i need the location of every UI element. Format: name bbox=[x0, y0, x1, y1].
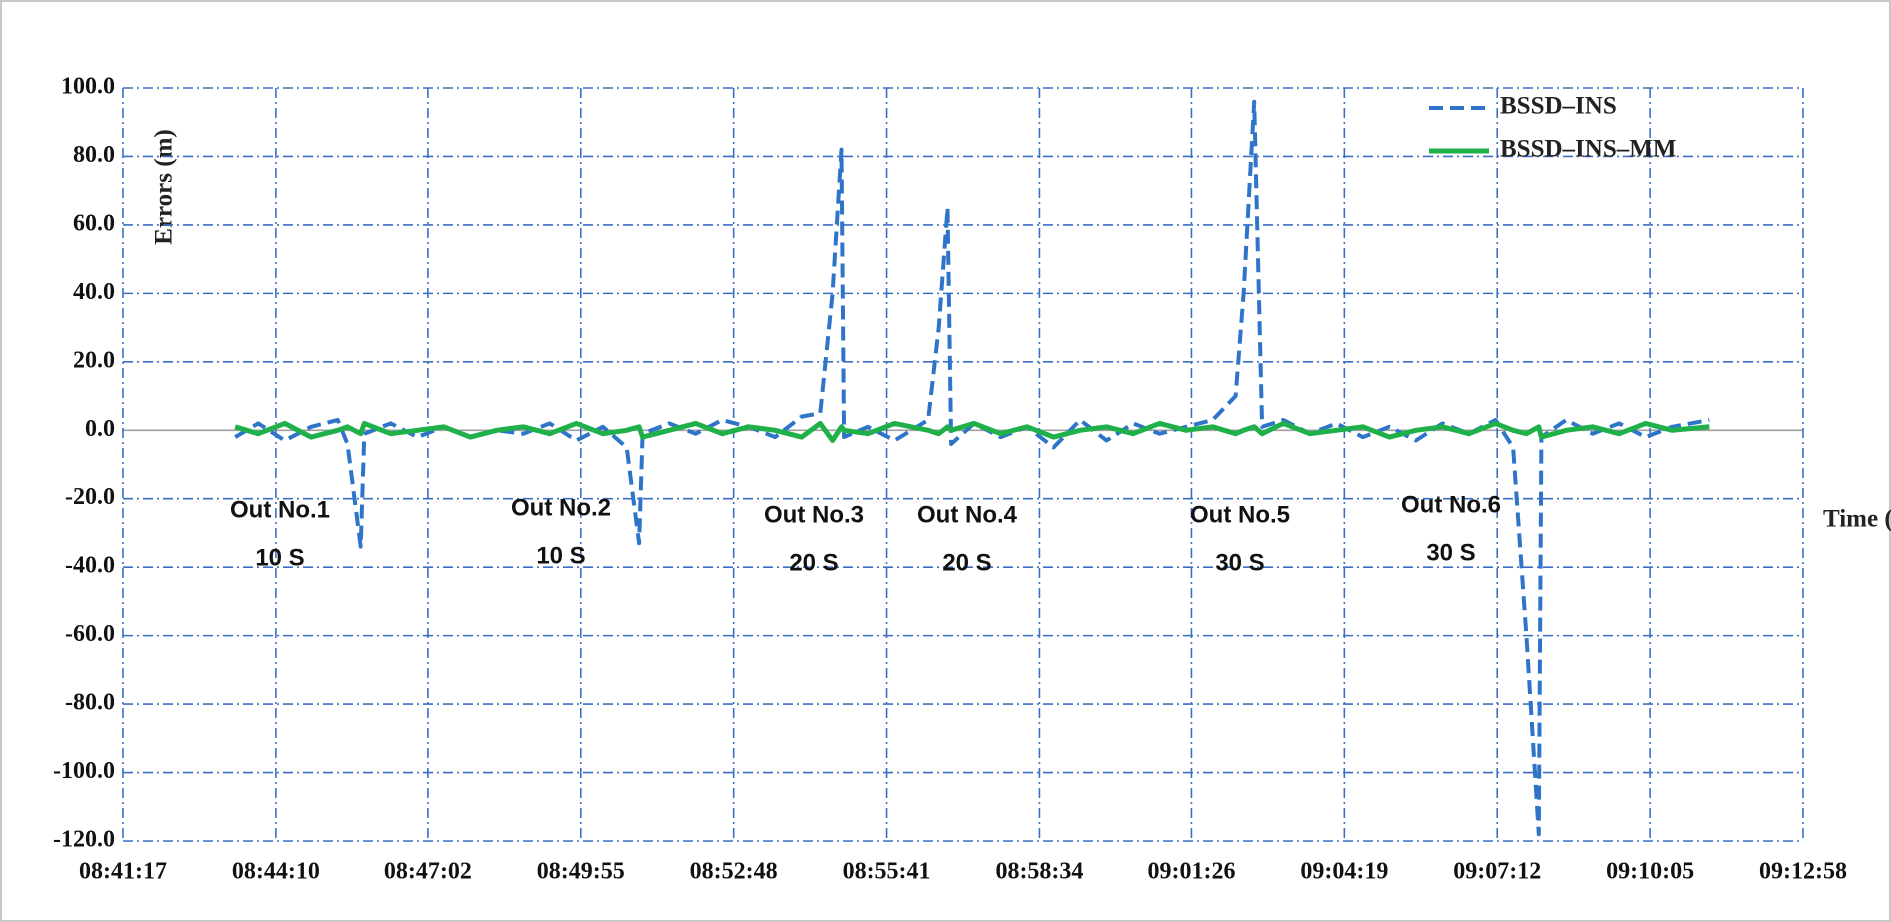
y-tick-label: 20.0 bbox=[73, 347, 115, 373]
annotation-duration: 10 S bbox=[536, 542, 585, 569]
y-tick-label: -100.0 bbox=[53, 758, 115, 784]
annotation-label: Out No.4 bbox=[917, 501, 1018, 528]
x-tick-label: 09:10:05 bbox=[1606, 859, 1694, 885]
x-tick-label: 08:52:48 bbox=[690, 859, 778, 885]
annotation-label: Out No.3 bbox=[764, 501, 864, 528]
annotation-label: Out No.6 bbox=[1401, 491, 1501, 518]
annotation-duration: 30 S bbox=[1426, 539, 1475, 566]
y-tick-label: -80.0 bbox=[65, 690, 115, 716]
legend-label: BSSD–INS–MM bbox=[1500, 136, 1676, 163]
legend-label: BSSD–INS bbox=[1500, 93, 1617, 120]
x-tick-label: 08:55:41 bbox=[843, 859, 931, 885]
annotation-duration: 20 S bbox=[942, 549, 991, 576]
x-tick-label: 08:47:02 bbox=[384, 859, 472, 885]
annotation-duration: 20 S bbox=[789, 549, 838, 576]
x-tick-label: 08:49:55 bbox=[537, 859, 625, 885]
annotation-duration: 10 S bbox=[255, 544, 304, 571]
x-tick-label: 08:44:10 bbox=[232, 859, 320, 885]
y-tick-label: -60.0 bbox=[65, 621, 115, 647]
x-tick-label: 09:12:58 bbox=[1759, 859, 1847, 885]
y-tick-label: -120.0 bbox=[53, 827, 115, 853]
series-line bbox=[234, 420, 1710, 443]
x-axis-label: Time (hh:mm:ss) bbox=[1823, 506, 1891, 533]
x-tick-label: 09:04:19 bbox=[1300, 859, 1388, 885]
y-tick-label: -40.0 bbox=[65, 553, 115, 579]
annotation-label: Out No.1 bbox=[230, 496, 330, 523]
y-tick-label: 40.0 bbox=[73, 279, 115, 305]
x-tick-label: 08:58:34 bbox=[995, 859, 1083, 885]
y-tick-label: 100.0 bbox=[61, 74, 115, 100]
x-tick-label: 09:01:26 bbox=[1147, 859, 1235, 885]
y-tick-label: 0.0 bbox=[85, 416, 115, 442]
y-tick-label: 60.0 bbox=[73, 210, 115, 236]
y-tick-label: 80.0 bbox=[73, 142, 115, 168]
x-tick-label: 08:41:17 bbox=[79, 859, 167, 885]
y-axis-label: Errors (m) bbox=[151, 129, 178, 244]
annotation-duration: 30 S bbox=[1215, 549, 1264, 576]
annotation-label: Out No.2 bbox=[511, 494, 611, 521]
annotation-label: Out No.5 bbox=[1190, 501, 1290, 528]
x-tick-label: 09:07:12 bbox=[1453, 859, 1541, 885]
y-tick-label: -20.0 bbox=[65, 484, 115, 510]
